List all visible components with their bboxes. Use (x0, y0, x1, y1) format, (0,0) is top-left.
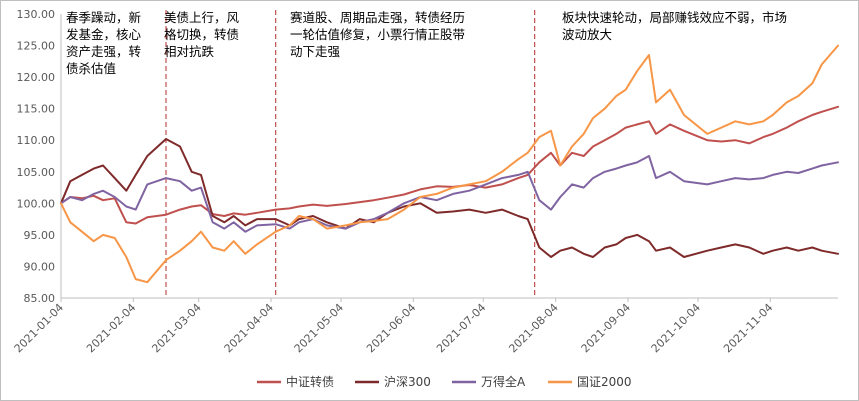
x-tick-label: 2021-07-04 (434, 301, 488, 355)
x-tick-label: 2021-10-04 (649, 301, 703, 355)
y-tick-label: 90.00 (24, 260, 56, 273)
x-tick-label: 2021-08-04 (506, 301, 560, 355)
x-tick-label: 2021-01-04 (12, 301, 66, 355)
y-tick-label: 100.00 (17, 197, 56, 210)
annotation-text: 波动放大 (562, 27, 612, 42)
annotation-text: 债杀估值 (66, 61, 116, 76)
y-tick-label: 120.00 (17, 71, 56, 84)
legend-label: 万得全A (481, 374, 526, 389)
y-tick-label: 105.00 (17, 166, 56, 179)
y-tick-label: 125.00 (17, 40, 56, 53)
series-line (60, 155, 839, 233)
y-tick-label: 130.00 (17, 8, 56, 21)
y-tick-label: 95.00 (24, 229, 56, 242)
annotation-text: 发基金，核心 (66, 27, 142, 42)
annotation-text: 格切换，转债 (164, 27, 239, 42)
series-line (60, 105, 839, 225)
legend: 中证转债 沪深300 万得全A 国证2000 (257, 374, 632, 389)
annotation-text: 相对抗跌 (164, 44, 215, 59)
annotation-text: 资产走强，转 (66, 44, 141, 59)
x-tick-label: 2021-02-04 (84, 301, 138, 355)
annotation-text: 美债上行，风 (164, 10, 240, 25)
x-tick-label: 2021-03-04 (149, 301, 203, 355)
legend-label: 沪深300 (384, 375, 431, 389)
x-tick-label: 2021-09-04 (579, 301, 633, 355)
x-tick-label: 2021-06-04 (364, 301, 418, 355)
annotation-text: 赛道股、周期品走强，转债经历 (290, 10, 465, 25)
annotation-text: 动下走强 (290, 44, 341, 59)
y-tick-label: 110.00 (17, 134, 56, 147)
annotation-text: 一轮估值修复，小票行情正股带 (290, 27, 465, 42)
axes: 85.00 90.00 95.00 100.00 105.00 110.00 115.00 1… (12, 8, 838, 355)
y-tick-label: 85.00 (24, 292, 56, 305)
annotation-text: 板块快速轮动，局部赚钱效应不弱，市场 (562, 10, 787, 25)
x-tick-label: 2021-11-04 (721, 301, 775, 355)
y-tick-label: 115.00 (17, 103, 56, 116)
legend-label: 中证转债 (286, 374, 334, 389)
legend-label: 国证2000 (577, 375, 632, 389)
annotation-text: 春季躁动，新 (66, 10, 141, 25)
series-line (60, 44, 839, 284)
x-tick-label: 2021-05-04 (292, 301, 346, 355)
x-tick-label: 2021-04-04 (222, 301, 276, 355)
period-dividers (165, 10, 536, 298)
series-lines (60, 44, 839, 284)
series-line (60, 138, 839, 258)
